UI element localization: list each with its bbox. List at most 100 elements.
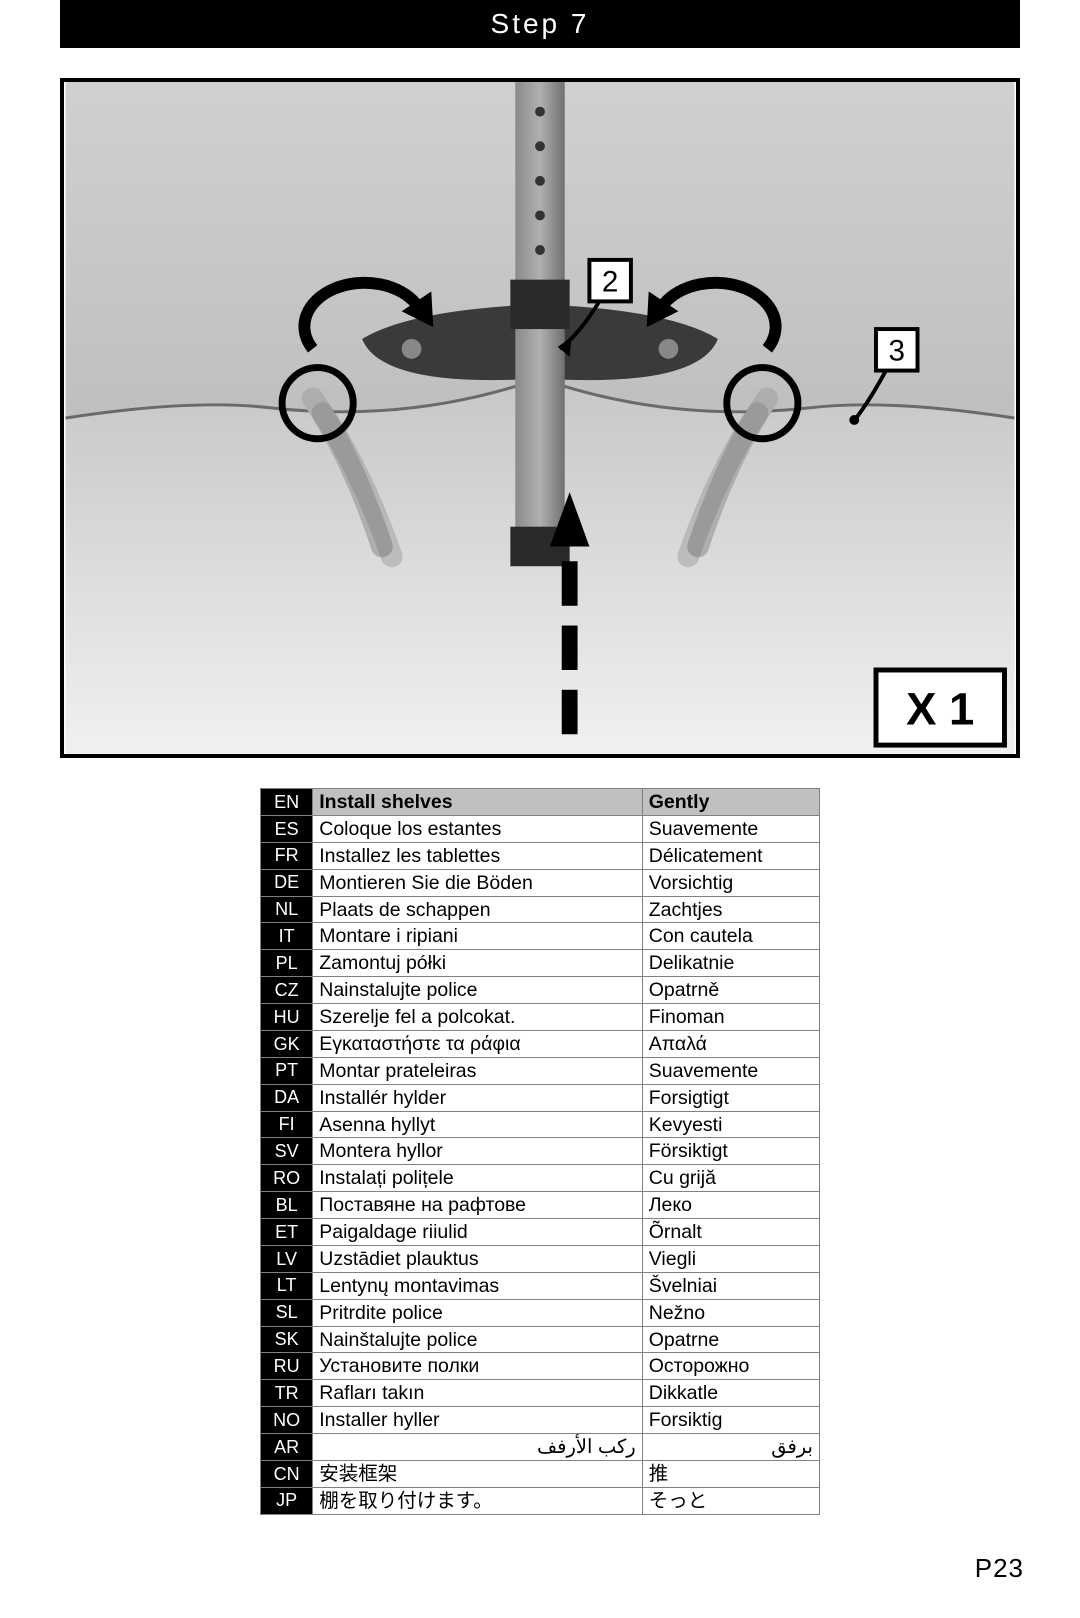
instruction-text: Zamontuj półki <box>313 950 642 977</box>
instruction-text: Montieren Sie die Böden <box>313 869 642 896</box>
instruction-text: Поставяне на рафтове <box>313 1192 642 1219</box>
instruction-text: Installér hylder <box>313 1084 642 1111</box>
lang-code: FR <box>261 842 313 869</box>
instruction-text: Pritrdite police <box>313 1299 642 1326</box>
instruction-text: Установите полки <box>313 1353 642 1380</box>
manner-text: Delikatnie <box>642 950 819 977</box>
translation-row: DAInstallér hylderForsigtigt <box>261 1084 820 1111</box>
lang-code: LV <box>261 1245 313 1272</box>
translation-row: JP棚を取り付けます。そっと <box>261 1487 820 1514</box>
instruction-text: ركب الأرفف <box>313 1434 642 1461</box>
instruction-text: 棚を取り付けます。 <box>313 1487 642 1514</box>
instruction-text: Coloque los estantes <box>313 815 642 842</box>
translation-row: CZNainstalujte policeOpatrně <box>261 977 820 1004</box>
manner-text: Dikkatle <box>642 1380 819 1407</box>
lang-code: CN <box>261 1460 313 1487</box>
instruction-text: Plaats de schappen <box>313 896 642 923</box>
step-header: Step 7 <box>60 0 1020 48</box>
lang-code: BL <box>261 1192 313 1219</box>
translation-row: DEMontieren Sie die BödenVorsichtig <box>261 869 820 896</box>
multiplier-box: X 1 <box>876 670 1004 745</box>
lang-code: DA <box>261 1084 313 1111</box>
lang-code: PT <box>261 1057 313 1084</box>
manner-text: Gently <box>642 789 819 816</box>
lang-code: SK <box>261 1326 313 1353</box>
lang-code: ES <box>261 815 313 842</box>
instruction-text: Nainštalujte police <box>313 1326 642 1353</box>
instruction-text: Montare i ripiani <box>313 923 642 950</box>
lang-code: FI <box>261 1111 313 1138</box>
manner-text: Forsiktig <box>642 1407 819 1434</box>
manner-text: Cu grijă <box>642 1165 819 1192</box>
translations-table-wrap: ENInstall shelvesGentlyESColoque los est… <box>260 788 820 1515</box>
svg-text:3: 3 <box>889 335 905 368</box>
instruction-text: Instalați polițele <box>313 1165 642 1192</box>
instruction-text: 安装框架 <box>313 1460 642 1487</box>
manner-text: Forsigtigt <box>642 1084 819 1111</box>
instruction-text: Εγκαταστήστε τα ράφια <box>313 1030 642 1057</box>
instruction-text: Uzstādiet plauktus <box>313 1245 642 1272</box>
manner-text: Försiktigt <box>642 1138 819 1165</box>
lang-code: ET <box>261 1219 313 1246</box>
translation-row: CN安装框架推 <box>261 1460 820 1487</box>
lang-code: PL <box>261 950 313 977</box>
manner-text: Απαλά <box>642 1030 819 1057</box>
translation-row: HUSzerelje fel a polcokat.Finoman <box>261 1004 820 1031</box>
instruction-text: Montar prateleiras <box>313 1057 642 1084</box>
manner-text: Suavemente <box>642 1057 819 1084</box>
translation-row: TRRafları takınDikkatle <box>261 1380 820 1407</box>
manner-text: Suavemente <box>642 815 819 842</box>
lang-code: SL <box>261 1299 313 1326</box>
manner-text: 推 <box>642 1460 819 1487</box>
translation-row: NLPlaats de schappenZachtjes <box>261 896 820 923</box>
translation-row: ENInstall shelvesGently <box>261 789 820 816</box>
lang-code: CZ <box>261 977 313 1004</box>
translation-row: GKΕγκαταστήστε τα ράφιαΑπαλά <box>261 1030 820 1057</box>
translations-table: ENInstall shelvesGentlyESColoque los est… <box>260 788 820 1515</box>
manner-text: Vorsichtig <box>642 869 819 896</box>
manner-text: Délicatement <box>642 842 819 869</box>
translation-row: RUУстановите полкиОсторожно <box>261 1353 820 1380</box>
lang-code: AR <box>261 1434 313 1461</box>
translation-row: FRInstallez les tablettesDélicatement <box>261 842 820 869</box>
lang-code: LT <box>261 1272 313 1299</box>
svg-text:X 1: X 1 <box>906 683 974 734</box>
translation-row: PTMontar prateleirasSuavemente <box>261 1057 820 1084</box>
manner-text: Opatrně <box>642 977 819 1004</box>
translation-row: LVUzstādiet plauktusViegli <box>261 1245 820 1272</box>
manner-text: そっと <box>642 1487 819 1514</box>
lang-code: RO <box>261 1165 313 1192</box>
manner-text: Zachtjes <box>642 896 819 923</box>
translation-row: NOInstaller hyllerForsiktig <box>261 1407 820 1434</box>
translation-row: FIAsenna hyllytKevyesti <box>261 1111 820 1138</box>
assembly-figure: 2 3 X 1 <box>60 78 1020 758</box>
instruction-text: Installez les tablettes <box>313 842 642 869</box>
svg-text:2: 2 <box>602 266 618 299</box>
manner-text: Finoman <box>642 1004 819 1031</box>
lang-code: RU <box>261 1353 313 1380</box>
translation-row: BLПоставяне на рафтовеЛеко <box>261 1192 820 1219</box>
manner-text: Nežno <box>642 1299 819 1326</box>
translation-row: ETPaigaldage riiulidÕrnalt <box>261 1219 820 1246</box>
translation-row: ITMontare i ripianiCon cautela <box>261 923 820 950</box>
manner-text: Con cautela <box>642 923 819 950</box>
manner-text: Kevyesti <box>642 1111 819 1138</box>
manner-text: Viegli <box>642 1245 819 1272</box>
translation-row: ARركب الأرففبرفق <box>261 1434 820 1461</box>
manner-text: Леко <box>642 1192 819 1219</box>
translation-row: LTLentynų montavimasŠvelniai <box>261 1272 820 1299</box>
lang-code: EN <box>261 789 313 816</box>
instruction-text: Rafları takın <box>313 1380 642 1407</box>
lang-code: NL <box>261 896 313 923</box>
instruction-text: Installer hyller <box>313 1407 642 1434</box>
lang-code: JP <box>261 1487 313 1514</box>
lang-code: HU <box>261 1004 313 1031</box>
lang-code: GK <box>261 1030 313 1057</box>
translation-row: SKNainštalujte policeOpatrne <box>261 1326 820 1353</box>
translation-row: SLPritrdite policeNežno <box>261 1299 820 1326</box>
manner-text: Opatrne <box>642 1326 819 1353</box>
lang-code: TR <box>261 1380 313 1407</box>
lang-code: DE <box>261 869 313 896</box>
instruction-text: Lentynų montavimas <box>313 1272 642 1299</box>
manner-text: Õrnalt <box>642 1219 819 1246</box>
